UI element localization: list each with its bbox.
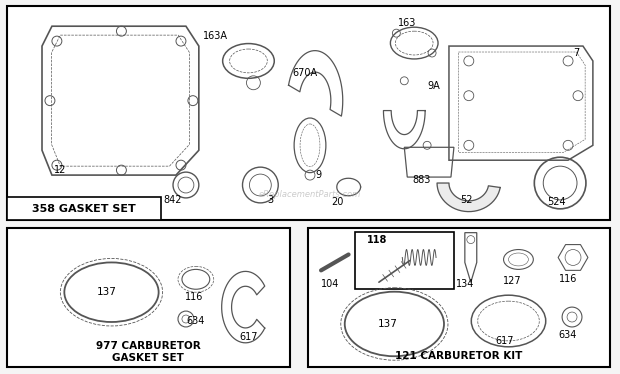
FancyBboxPatch shape	[308, 228, 609, 367]
Text: 121 CARBURETOR KIT: 121 CARBURETOR KIT	[395, 351, 523, 361]
Text: 670A: 670A	[293, 68, 317, 78]
Text: 104: 104	[321, 279, 339, 289]
Text: 137: 137	[378, 319, 397, 329]
Text: 118: 118	[367, 234, 388, 245]
Text: 617: 617	[239, 332, 258, 342]
Text: 9A: 9A	[428, 81, 440, 91]
Text: eReplacementParts.com: eReplacementParts.com	[259, 190, 361, 199]
Text: 883: 883	[412, 175, 430, 185]
Text: 127: 127	[503, 276, 522, 286]
Text: 3: 3	[267, 195, 273, 205]
Text: 358 GASKET SET: 358 GASKET SET	[32, 204, 136, 214]
Text: 134: 134	[456, 279, 474, 289]
Text: 9: 9	[315, 170, 321, 180]
Text: 52: 52	[461, 195, 473, 205]
Text: 7: 7	[573, 48, 579, 58]
Text: 116: 116	[559, 274, 577, 284]
Text: 116: 116	[185, 292, 203, 302]
Text: 163: 163	[398, 18, 417, 28]
Text: 137: 137	[97, 287, 117, 297]
Text: 617: 617	[495, 336, 514, 346]
Text: 977 CARBURETOR
GASKET SET: 977 CARBURETOR GASKET SET	[96, 341, 201, 362]
Text: 163A: 163A	[203, 31, 228, 41]
Text: 634: 634	[558, 330, 576, 340]
FancyBboxPatch shape	[7, 6, 609, 220]
FancyBboxPatch shape	[355, 232, 454, 289]
Text: 634: 634	[187, 316, 205, 326]
Polygon shape	[437, 183, 500, 212]
Text: 524: 524	[547, 197, 565, 207]
FancyBboxPatch shape	[7, 228, 290, 367]
FancyBboxPatch shape	[7, 197, 161, 220]
Text: 12: 12	[54, 165, 66, 175]
Text: 842: 842	[164, 195, 182, 205]
Text: 20: 20	[332, 197, 344, 207]
